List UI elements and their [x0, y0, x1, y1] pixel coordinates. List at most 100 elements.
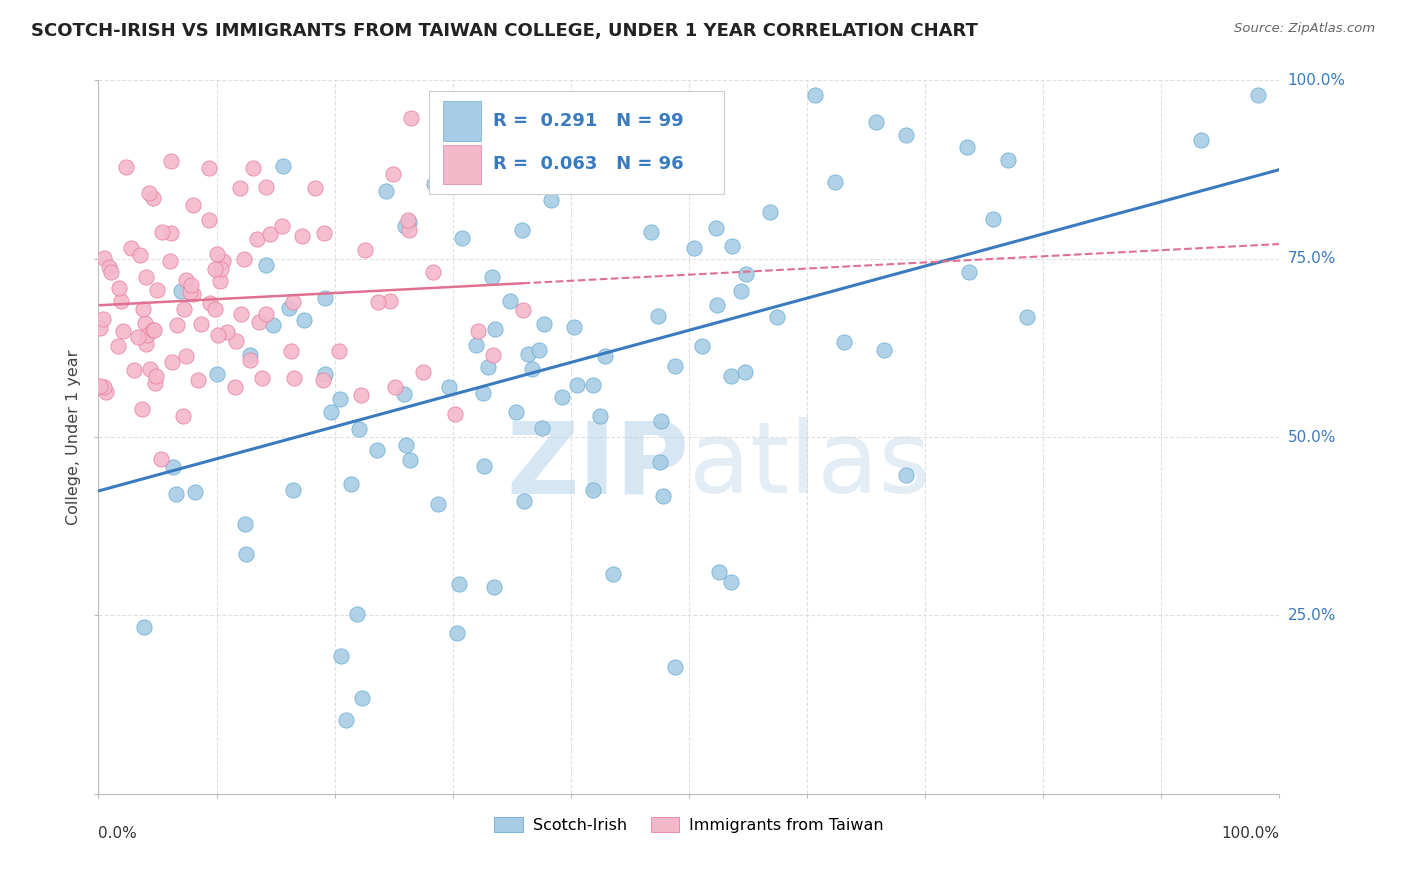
Point [707, 565, 730, 579]
Point [321, 405, 343, 419]
Point [602, 566, 624, 581]
Y-axis label: College, Under 1 year: College, Under 1 year [66, 350, 82, 524]
Point [270, 219, 292, 233]
Point [89, 379, 111, 393]
Point [242, 161, 264, 176]
Point [1189, 133, 1212, 147]
Text: 100.0%: 100.0% [1222, 826, 1279, 841]
Point [720, 368, 742, 383]
Point [499, 294, 522, 309]
FancyBboxPatch shape [443, 102, 481, 141]
Point [872, 343, 894, 358]
Point [1247, 87, 1270, 102]
Point [735, 267, 758, 281]
Point [505, 405, 527, 419]
Point [328, 343, 350, 358]
Point [349, 421, 371, 435]
Point [484, 321, 506, 335]
Point [112, 324, 135, 338]
Point [254, 258, 277, 272]
Text: atlas: atlas [689, 417, 931, 514]
Point [135, 327, 157, 342]
Point [759, 205, 782, 219]
Point [477, 359, 499, 374]
Point [93, 380, 115, 394]
Point [91, 311, 114, 326]
Point [165, 487, 187, 501]
Point [648, 455, 671, 469]
Point [340, 476, 363, 491]
Point [229, 307, 252, 321]
Point [229, 181, 252, 195]
Point [93, 251, 115, 265]
Point [766, 310, 789, 324]
Point [254, 307, 277, 321]
Point [107, 339, 129, 353]
Point [239, 352, 262, 367]
Point [706, 298, 728, 312]
Point [464, 338, 486, 352]
Point [278, 301, 301, 316]
Point [720, 574, 742, 589]
Point [283, 371, 305, 385]
Text: 75.0%: 75.0% [1288, 252, 1336, 266]
Point [956, 140, 979, 154]
Point [352, 691, 374, 706]
Point [423, 177, 446, 191]
Point [527, 343, 550, 357]
Point [690, 339, 713, 353]
Point [170, 284, 193, 298]
Point [312, 373, 335, 387]
Point [378, 294, 401, 309]
Text: 0.0%: 0.0% [98, 826, 138, 841]
Point [159, 254, 181, 268]
Point [134, 316, 156, 330]
Point [540, 193, 562, 207]
Point [367, 295, 389, 310]
Point [582, 483, 605, 497]
Point [225, 334, 247, 349]
Point [283, 483, 305, 497]
Point [375, 185, 398, 199]
Text: 25.0%: 25.0% [1288, 608, 1336, 623]
Point [132, 301, 155, 316]
Point [443, 408, 465, 422]
Point [254, 180, 277, 194]
Point [350, 388, 373, 402]
Point [304, 181, 326, 195]
Point [172, 409, 194, 423]
Point [100, 265, 122, 279]
Point [162, 459, 184, 474]
Point [197, 213, 219, 227]
Legend: Scotch-Irish, Immigrants from Taiwan: Scotch-Irish, Immigrants from Taiwan [488, 811, 890, 839]
Point [803, 87, 825, 102]
Point [174, 272, 197, 286]
Point [593, 349, 616, 363]
Point [484, 581, 506, 595]
Point [530, 421, 553, 435]
Point [512, 302, 534, 317]
Point [122, 363, 145, 377]
Point [204, 261, 226, 276]
Point [291, 228, 314, 243]
Point [396, 212, 419, 227]
Point [640, 225, 662, 239]
Point [588, 176, 610, 190]
Point [427, 497, 450, 511]
Point [1015, 310, 1038, 325]
Text: ZIP: ZIP [506, 417, 689, 514]
Point [173, 301, 195, 316]
Point [517, 346, 540, 360]
Point [314, 367, 336, 381]
Point [562, 320, 585, 334]
Point [190, 317, 212, 331]
Point [832, 334, 855, 349]
Point [235, 547, 257, 561]
Point [259, 227, 281, 241]
Point [145, 369, 167, 384]
Point [437, 380, 460, 394]
Point [181, 198, 204, 212]
Point [520, 361, 543, 376]
Point [482, 348, 505, 362]
Point [650, 414, 672, 428]
